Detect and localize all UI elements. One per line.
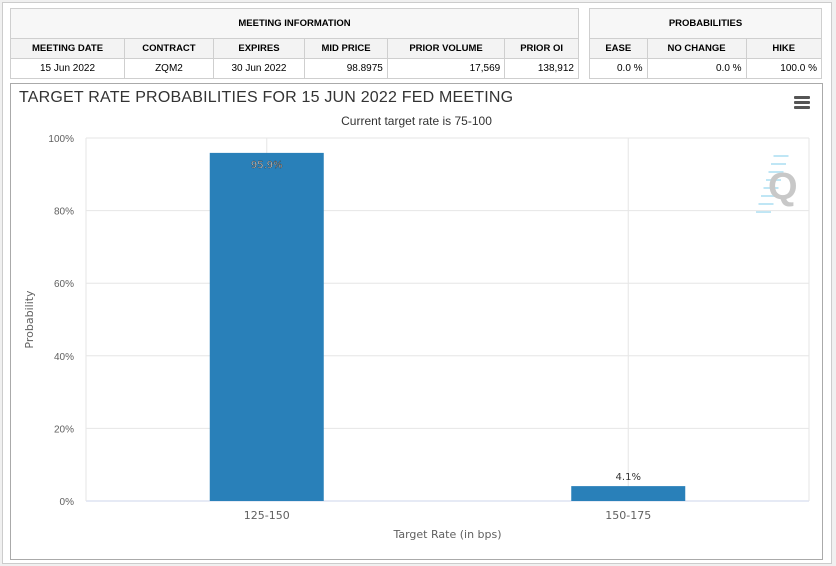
data-label: 4.1%: [616, 472, 641, 483]
col-header: MID PRICE: [304, 38, 388, 59]
svg-text:Q: Q: [768, 166, 798, 208]
cell: 100.0 %: [745, 58, 823, 79]
col-header: MEETING DATE: [9, 38, 126, 59]
chart-panel: TARGET RATE PROBABILITIES FOR 15 JUN 202…: [10, 83, 823, 560]
y-axis-title: Probability: [23, 290, 36, 349]
table-row: 0.0 % 0.0 % 100.0 %: [589, 58, 823, 79]
y-tick-label: 80%: [54, 207, 74, 218]
chart-title: TARGET RATE PROBABILITIES FOR 15 JUN 202…: [19, 89, 514, 106]
col-header: PRIOR VOLUME: [386, 38, 506, 59]
y-tick-label: 0%: [60, 497, 75, 508]
x-axis-title: Target Rate (in bps): [392, 528, 501, 541]
cell: 15 Jun 2022: [9, 58, 126, 79]
y-tick-label: 100%: [48, 134, 74, 145]
bar-150-175: [571, 486, 686, 501]
col-header: NO CHANGE: [646, 38, 747, 59]
chart-subtitle: Current target rate is 75-100: [341, 114, 492, 128]
data-label: 95.9%: [251, 160, 283, 171]
table-row: 15 Jun 2022 ZQM2 30 Jun 2022 98.8975 17,…: [9, 58, 579, 79]
chart-svg: Q 0% 20% 40% 60% 80% 100% 95.9% 125-150 4.1% 150-1…: [23, 134, 810, 541]
cell: 0.0 %: [646, 58, 747, 79]
col-header: HIKE: [745, 38, 823, 59]
y-tick-label: 20%: [54, 424, 74, 435]
meeting-info-title: MEETING INFORMATION: [10, 8, 579, 39]
col-header: CONTRACT: [124, 38, 214, 59]
col-header: EASE: [589, 38, 648, 59]
meeting-info-table: MEETING INFORMATION MEETING DATE CONTRAC…: [9, 8, 579, 79]
cell: 0.0 %: [589, 58, 648, 79]
col-header: EXPIRES: [212, 38, 306, 59]
y-tick-label: 60%: [54, 279, 74, 290]
bar-125-150: [209, 152, 324, 501]
cell: 98.8975: [304, 58, 388, 79]
cell: 138,912: [504, 58, 579, 79]
col-header: PRIOR OI: [504, 38, 579, 59]
hamburger-menu-icon[interactable]: [794, 96, 810, 111]
cell: ZQM2: [124, 58, 214, 79]
x-tick-label: 125-150: [244, 509, 290, 522]
watermark-q-logo: Q: [756, 155, 798, 213]
cell: 30 Jun 2022: [212, 58, 306, 79]
probabilities-title: PROBABILITIES: [589, 8, 822, 39]
x-tick-label: 150-175: [605, 509, 651, 522]
y-tick-label: 40%: [54, 352, 74, 363]
probabilities-table: PROBABILITIES EASE NO CHANGE HIKE 0.0 % …: [589, 8, 823, 79]
cell: 17,569: [386, 58, 506, 79]
